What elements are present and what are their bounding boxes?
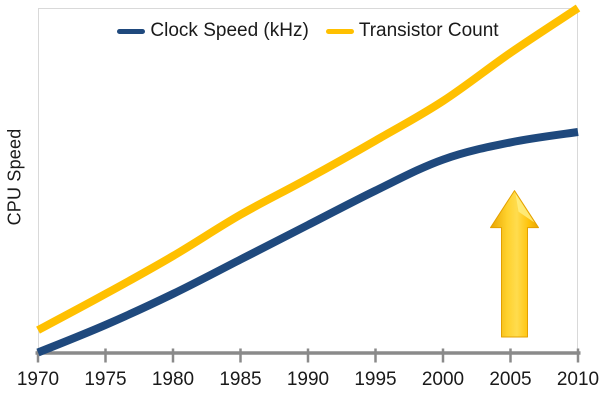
x-tick-label-1980: 1980 <box>151 369 195 390</box>
x-tick-label-1985: 1985 <box>219 369 262 390</box>
x-tick-label-2000: 2000 <box>421 369 465 390</box>
legend-label: Clock Speed (kHz) <box>150 20 309 41</box>
x-tick-label-1975: 1975 <box>84 369 127 390</box>
x-tick-label-1970: 1970 <box>16 369 60 390</box>
legend-line-swatch <box>117 28 146 34</box>
legend-item-transistor-count: Transistor Count <box>325 20 499 42</box>
legend: Clock Speed (kHz) Transistor Count <box>38 19 578 43</box>
series-line-clock-speed-khz <box>36 128 579 357</box>
legend-item-clock-speed-khz: Clock Speed (kHz) <box>117 20 309 42</box>
x-tick-label-1995: 1995 <box>354 369 397 390</box>
x-axis-tick-labels: 1970 1975 1980 1985 1990 1995 2000 2005 2010 <box>0 369 600 391</box>
legend-line-swatch <box>325 28 354 34</box>
up-arrow-annotation <box>490 190 539 338</box>
series-line-transistor-count <box>36 4 581 334</box>
plot-border <box>38 8 578 353</box>
x-tick-label-2005: 2005 <box>489 369 532 390</box>
x-tick-label-1990: 1990 <box>286 369 330 390</box>
up-arrow-highlight <box>515 193 535 223</box>
x-tick-label-2010: 2010 <box>556 369 600 390</box>
legend-label: Transistor Count <box>358 20 499 41</box>
